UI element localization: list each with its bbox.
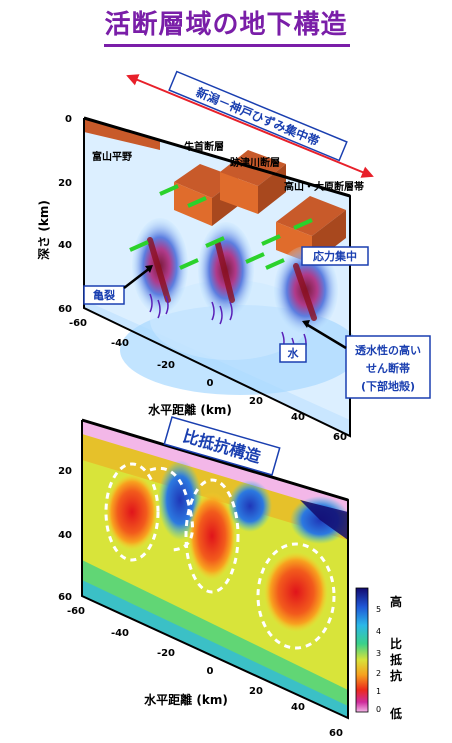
bottom-x-label: 水平距離 (km)	[144, 692, 228, 707]
svg-text:抗: 抗	[390, 668, 402, 683]
svg-text:1: 1	[376, 687, 381, 696]
label-ushikubi-fault: 牛首断層	[184, 140, 224, 153]
top-3d-diagram: 新潟－神戸ひずみ集中帯	[36, 70, 431, 443]
stress-arrows	[129, 184, 313, 270]
svg-text:20: 20	[58, 178, 72, 189]
svg-text:60: 60	[329, 728, 343, 739]
svg-text:40: 40	[58, 240, 72, 251]
svg-text:亀裂: 亀裂	[93, 288, 115, 302]
svg-text:-40: -40	[111, 338, 129, 349]
strain-band-arrow	[126, 74, 374, 178]
svg-text:3: 3	[376, 649, 381, 658]
svg-text:0: 0	[376, 705, 381, 714]
box-shear-zone: 透水性の高い せん断帯 (下部地殻)	[302, 320, 431, 399]
box-stress: 応力集中	[301, 246, 369, 266]
svg-text:40: 40	[58, 530, 72, 541]
svg-text:抵: 抵	[390, 652, 402, 667]
svg-text:2: 2	[376, 669, 381, 678]
svg-text:0: 0	[207, 666, 214, 677]
top-x-axis: -60 -40 -20 0 20 40 60 水平距離 (km)	[69, 318, 347, 443]
top-depth-axis: 0 20 40 60 深さ (km)	[36, 114, 72, 315]
svg-text:60: 60	[58, 304, 72, 315]
box-crack: 亀裂	[83, 265, 153, 305]
svg-text:(下部地殻): (下部地殻)	[361, 379, 415, 393]
svg-text:20: 20	[249, 396, 263, 407]
svg-text:5: 5	[376, 605, 381, 614]
svg-text:40: 40	[291, 702, 305, 713]
colorbar: 5 4 3 2 1 0 高 比 抵 抗 低	[355, 587, 402, 721]
page-title: 活断層域の地下構造	[104, 10, 348, 40]
svg-text:0: 0	[65, 114, 72, 125]
svg-text:20: 20	[249, 686, 263, 697]
top-x-label: 水平距離 (km)	[148, 402, 232, 417]
svg-text:-20: -20	[157, 648, 175, 659]
box-water: 水	[279, 343, 307, 363]
svg-text:比: 比	[390, 636, 402, 651]
svg-text:せん断帯: せん断帯	[366, 361, 410, 375]
svg-text:水: 水	[288, 346, 300, 360]
toyama-plain-wedge	[84, 118, 160, 150]
svg-text:-40: -40	[111, 628, 129, 639]
svg-text:60: 60	[333, 432, 347, 443]
bottom-resistivity-diagram: 比抵抗構造 20 40 60 -60 -40 -20 0 20 40 60 水平…	[58, 416, 402, 739]
conductor-outlines	[104, 462, 336, 650]
top-depth-label: 深さ (km)	[36, 200, 51, 260]
bottom-depth-axis: 20 40 60	[58, 466, 72, 603]
svg-text:-60: -60	[67, 606, 85, 617]
colorbar-high: 高	[390, 594, 402, 609]
svg-text:60: 60	[58, 592, 72, 603]
colorbar-low: 低	[389, 706, 402, 721]
label-takayama-fault: 高山・大原断層帯	[284, 180, 364, 193]
svg-text:4: 4	[376, 627, 381, 636]
title-underline	[104, 44, 350, 47]
svg-text:応力集中: 応力集中	[313, 249, 357, 263]
svg-text:-60: -60	[69, 318, 87, 329]
svg-text:0: 0	[207, 378, 214, 389]
label-atotsugawa-fault: 跡津川断層	[230, 156, 280, 169]
strain-band-label: 新潟－神戸ひずみ集中帯	[194, 84, 322, 148]
svg-text:-20: -20	[157, 360, 175, 371]
svg-text:40: 40	[291, 412, 305, 423]
bottom-x-axis: -60 -40 -20 0 20 40 60 水平距離 (km)	[67, 606, 343, 739]
svg-text:20: 20	[58, 466, 72, 477]
svg-text:透水性の高い: 透水性の高い	[355, 343, 421, 357]
label-toyama-plain: 富山平野	[92, 150, 132, 163]
